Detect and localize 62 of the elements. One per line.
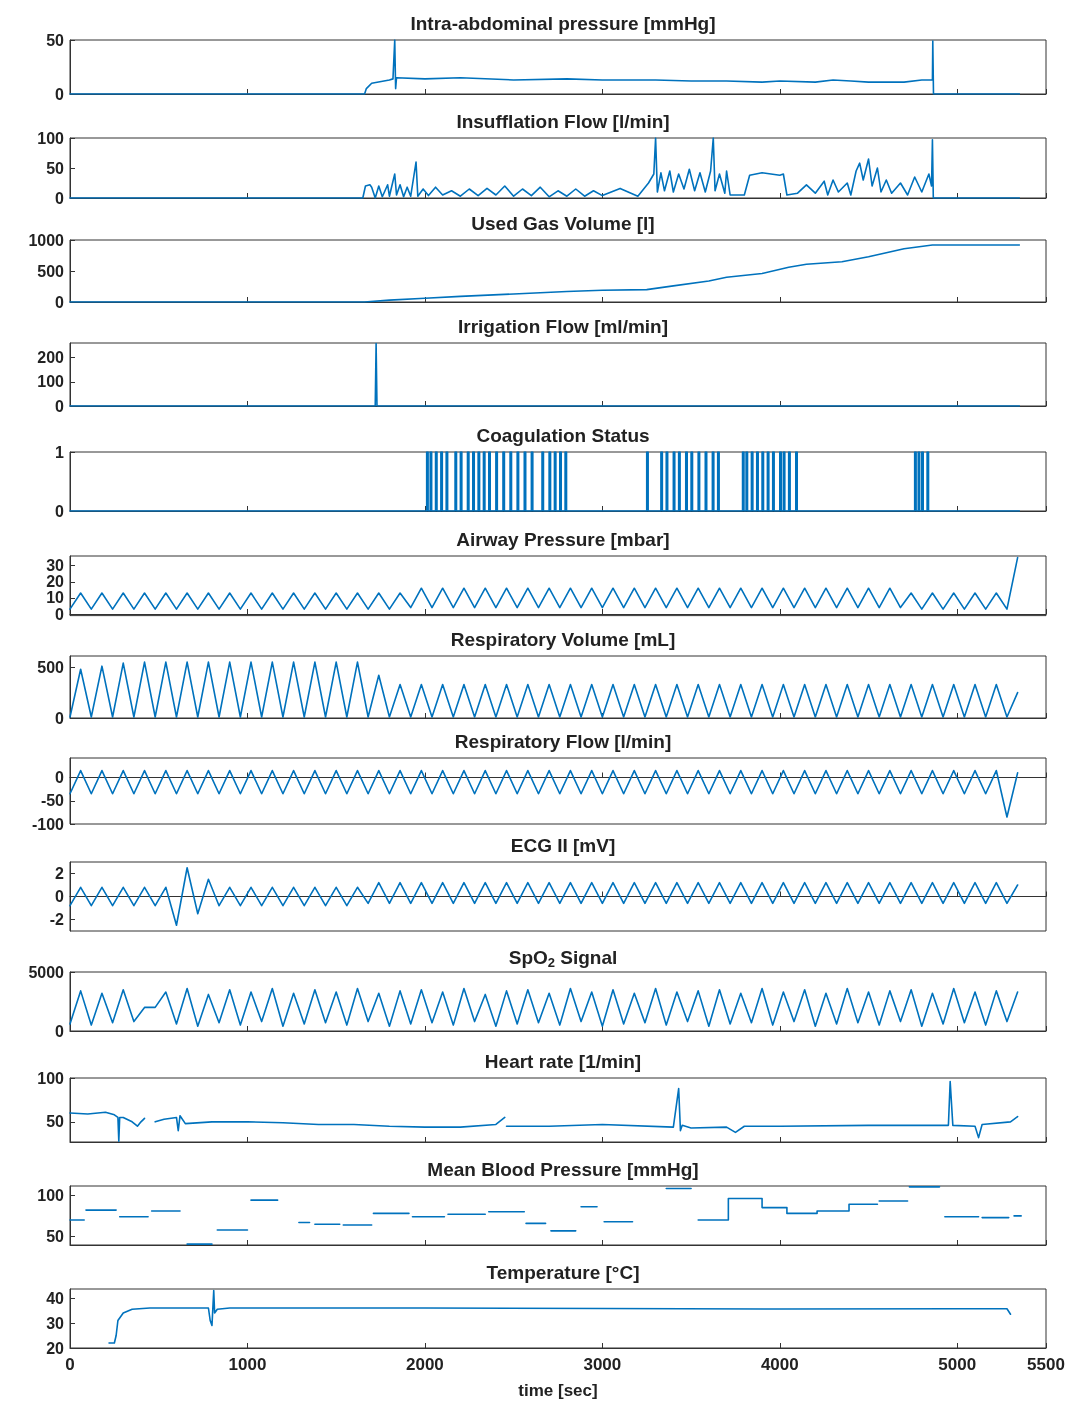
y-tick-label: 20 — [46, 1339, 65, 1357]
line-series — [108, 1289, 1012, 1344]
line-series — [69, 769, 1019, 818]
y-tick-label: 50 — [46, 1113, 65, 1131]
y-tick-label: 1 — [55, 443, 65, 461]
y-tick-label: 0 — [55, 769, 65, 787]
y-tick-label: 100 — [37, 373, 65, 391]
y-tick-label: 2 — [55, 865, 65, 882]
y-tick-label: 100 — [37, 129, 65, 147]
y-tick-label: 20 — [46, 573, 65, 591]
y-tick-label: 100 — [37, 1069, 65, 1087]
y-tick-label: -100 — [31, 815, 65, 833]
y-tick-label: 0 — [55, 1022, 65, 1040]
y-tick-label: 50 — [46, 1228, 65, 1246]
y-tick-label: 50 — [46, 31, 65, 49]
y-tick-label: 0 — [55, 85, 65, 103]
y-tick-label: 0 — [55, 502, 65, 520]
y-tick-label: 0 — [55, 709, 65, 727]
y-tick-label: 30 — [46, 1314, 65, 1332]
chart-title: Respiratory Volume [mL] — [450, 629, 676, 650]
line-series — [69, 137, 1021, 199]
y-tick-label: 0 — [55, 293, 65, 311]
y-tick-label: 10 — [46, 589, 65, 607]
chart-title: Respiratory Flow [l/min] — [454, 731, 672, 752]
chart-title: Used Gas Volume [l] — [471, 213, 655, 234]
line-series — [69, 987, 1019, 1028]
chart-title: Mean Blood Pressure [mmHg] — [427, 1159, 699, 1180]
x-tick-label: 4000 — [760, 1355, 799, 1374]
y-tick-label: 500 — [37, 658, 65, 676]
line-series — [69, 661, 1019, 718]
chart-title: Coagulation Status — [476, 425, 650, 446]
chart-title: Airway Pressure [mbar] — [456, 529, 670, 550]
chart-title: ECG II [mV] — [510, 835, 616, 856]
chart-title: Temperature [°C] — [486, 1262, 640, 1283]
y-tick-label: 200 — [37, 349, 65, 367]
y-tick-label: 0 — [55, 888, 65, 905]
chart-title: Heart rate [1/min] — [484, 1051, 642, 1072]
y-tick-label: 1000 — [28, 231, 65, 249]
y-tick-label: 5000 — [28, 963, 65, 981]
x-axis-title: time [sec] — [518, 1381, 598, 1400]
line-series — [69, 39, 1021, 95]
y-tick-label: 500 — [37, 262, 65, 280]
x-tick-label: 3000 — [583, 1355, 622, 1374]
y-tick-label: -50 — [40, 792, 65, 810]
chart-title: Insufflation Flow [l/min] — [456, 111, 670, 132]
chart-title: Intra-abdominal pressure [mmHg] — [410, 13, 716, 34]
line-series — [69, 866, 1019, 927]
line-series — [69, 244, 1021, 303]
x-tick-label: 5000 — [938, 1355, 977, 1374]
y-tick-label: 0 — [55, 189, 65, 207]
x-tick-label: 1000 — [228, 1355, 267, 1374]
y-tick-label: 50 — [46, 159, 65, 177]
y-tick-label: -2 — [49, 911, 65, 928]
y-tick-label: 100 — [37, 1186, 65, 1204]
y-tick-label: 40 — [46, 1289, 65, 1307]
x-tick-label: 2000 — [406, 1355, 444, 1374]
line-series — [69, 556, 1019, 610]
y-tick-label: 0 — [55, 397, 65, 415]
chart-title: Irrigation Flow [ml/min] — [457, 316, 669, 337]
y-tick-label: 0 — [55, 605, 65, 623]
x-tick-label: 5500 — [1027, 1355, 1065, 1374]
y-tick-label: 30 — [46, 557, 65, 575]
